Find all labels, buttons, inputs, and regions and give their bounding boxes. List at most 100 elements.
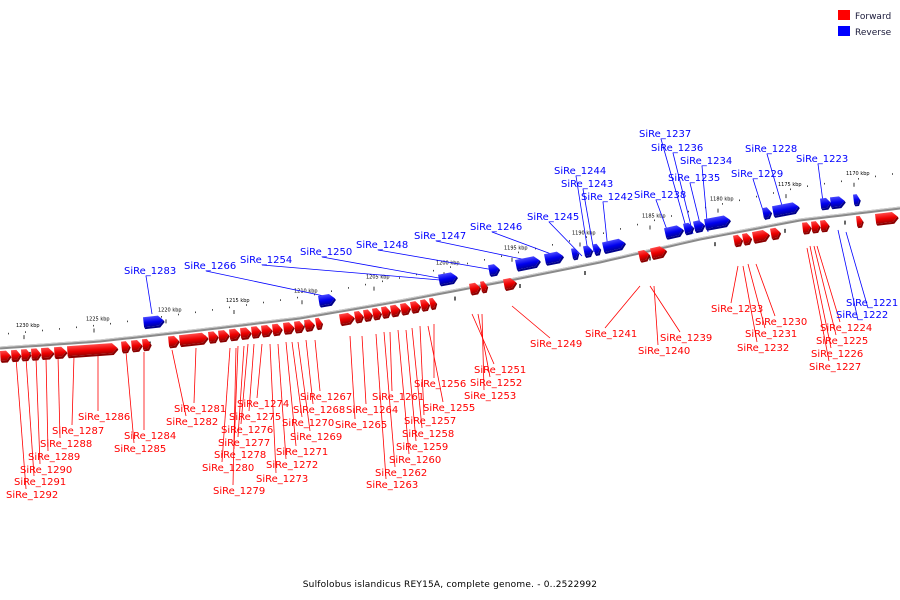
gene-label: SiRe_1238 [634,190,686,201]
gene-label: SiRe_1260 [389,455,441,466]
forward-gene [54,346,68,360]
gene-label: SiRe_1253 [464,391,516,402]
scale-label: 1185 kbp [642,214,666,220]
scale-label: 1210 kbp [294,288,318,294]
gene-label: SiRe_1288 [40,439,92,450]
forward-gene [856,215,864,229]
forward-gene [381,306,392,319]
scale-dot [756,195,757,198]
leader-line [477,313,491,378]
scale-dot [790,188,791,191]
gene-label: SiRe_1261 [372,392,424,403]
leader-line [389,331,393,392]
legend: Forward Reverse [838,10,892,38]
reverse-gene [711,215,731,230]
scale-dot [42,329,43,332]
leader-line [145,275,153,315]
leader-line [256,343,263,399]
scale-dot [263,301,264,304]
backbone-line [0,206,900,350]
leader-line [747,263,766,329]
leader-line [291,341,303,418]
leader-line [809,245,832,349]
scale-dot [280,299,281,301]
gene-label: SiRe_1273 [256,474,308,485]
leader-line [57,355,61,439]
leader-line [305,339,314,405]
forward-gene [31,348,42,361]
leader-line [548,221,583,257]
gene-label: SiRe_1244 [554,166,606,177]
leader-line [660,138,689,235]
gene-label: SiRe_1245 [527,212,579,223]
gene-label: SiRe_1272 [266,460,318,471]
forward-gene [420,299,431,312]
gene-label: SiRe_1243 [561,179,613,190]
gene-label: SiRe_1258 [402,429,454,440]
scale-dot [161,316,162,318]
reverse-gene [544,251,565,266]
scale-dot [501,255,502,257]
forward-gene [142,338,152,352]
gene-features [0,194,899,363]
gene-label: SiRe_1248 [356,240,408,251]
backbone-highlight [0,206,900,348]
forward-gene [218,330,230,343]
scale-dot [552,244,553,246]
leader-line [411,327,423,429]
gene-label: SiRe_1252 [470,378,522,389]
forward-gene [469,282,482,296]
forward-gene [752,230,771,244]
forward-gene [0,350,12,363]
leader-line [742,265,758,343]
scale-label: 1180 kbp [710,197,734,203]
gene-label: SiRe_1256 [414,379,466,390]
scale-dot [722,203,723,205]
scale-dot [93,324,94,327]
leader-line [481,313,485,391]
forward-gene [820,220,830,233]
gene-label: SiRe_1239 [660,333,712,344]
leader-line [672,152,694,235]
leader-line [813,245,837,336]
forward-gene [354,310,365,324]
gene-label: SiRe_1226 [811,349,863,360]
forward-gene [410,301,422,314]
leader-line [375,333,387,480]
gene-label: SiRe_1289 [28,452,80,463]
scale-label: 1225 kbp [86,317,110,323]
scale-dot [365,283,366,286]
forward-gene [875,211,899,226]
forward-gene [168,335,180,349]
gene-label: SiRe_1266 [184,261,236,272]
reverse-gene [488,264,501,277]
leader-line [383,331,396,468]
gene-label: SiRe_1275 [229,412,281,423]
leader-line [240,343,249,425]
scale-label: 1175 kbp [778,182,802,188]
gene-label: SiRe_1249 [530,339,582,350]
scale-dot [59,328,60,330]
forward-gene [67,343,119,359]
forward-gene [272,323,283,337]
gene-label: SiRe_1255 [423,403,475,414]
leader-line [604,285,641,329]
leader-line [71,355,75,426]
reverse-gene [853,194,861,207]
leader-line [277,343,287,460]
leader-line [193,347,197,404]
gene-label: SiRe_1262 [375,468,427,479]
leader-line [755,263,776,317]
scale-track: 1170 kbp 1175 kbp 1180 kbp 1185 kbp 1190 kbp… [8,171,893,340]
scale-dot [25,331,26,333]
gene-label: SiRe_1263 [366,480,418,491]
gene-label: SiRe_1271 [276,447,328,458]
gene-label: SiRe_1276 [221,425,273,436]
leader-line [435,240,537,263]
gene-label: SiRe_1269 [290,432,342,443]
scale-dot [246,304,247,306]
scale-label: 1170 kbp [846,171,870,177]
leader-line [806,247,830,362]
leader-line [45,357,49,452]
